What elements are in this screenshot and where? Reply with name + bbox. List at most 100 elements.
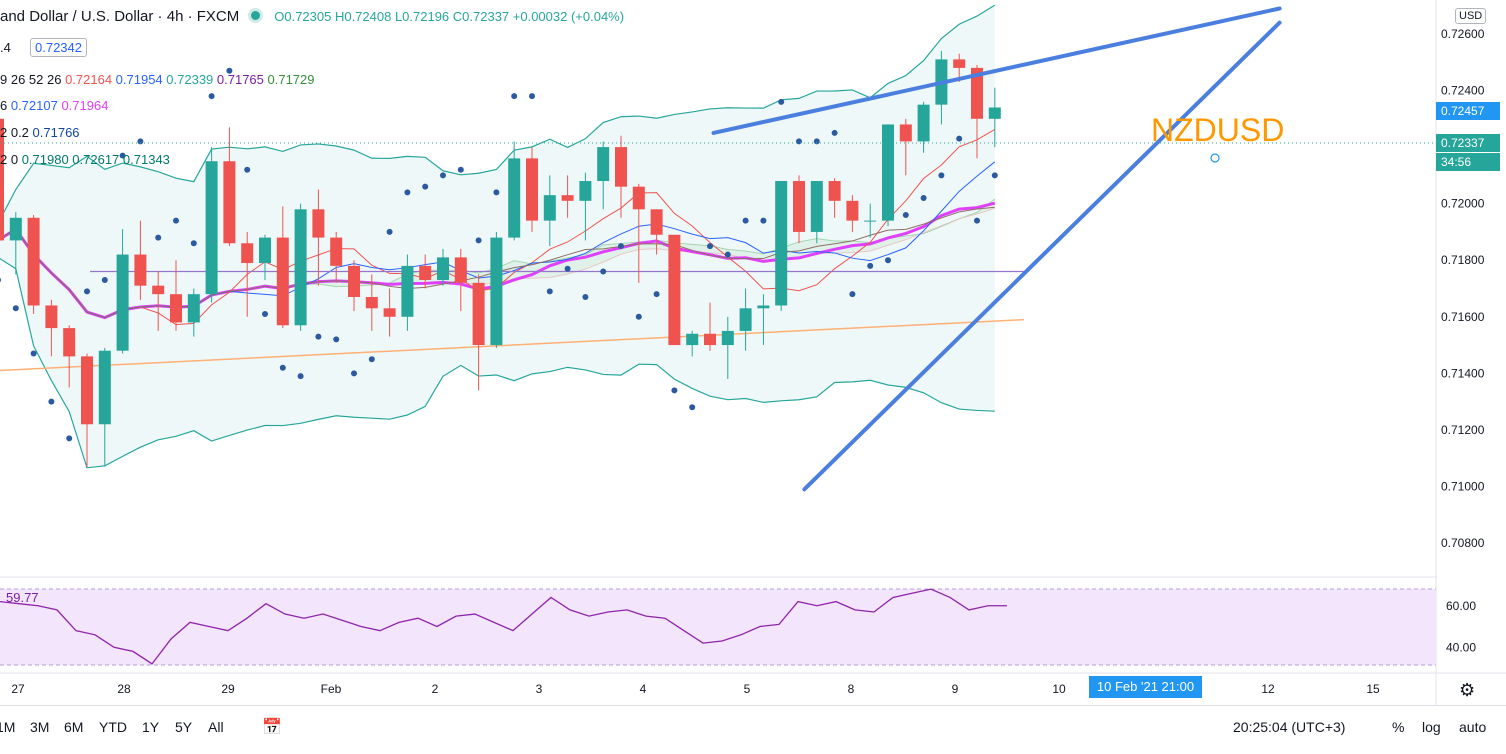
indicator-row[interactable]: 9 26 52 26 0.72164 0.71954 0.72339 0.717…	[0, 72, 315, 87]
calendar-icon[interactable]: 📅	[262, 719, 282, 736]
percent-toggle[interactable]: %	[1392, 719, 1405, 735]
indicator-row[interactable]: 2 0 0.71980 0.72617 0.71343	[0, 152, 170, 167]
psar-dot	[813, 138, 820, 145]
candle-body	[223, 161, 236, 244]
bottom-toolbar: 1M 3M 6M YTD 1Y 5Y All 📅 20:25:04 (UTC+3…	[0, 705, 1506, 754]
indicator-value: 0.71954	[115, 72, 167, 87]
psar-dot	[885, 257, 891, 264]
candle-body	[704, 333, 716, 346]
bb-upper	[0, 4, 996, 221]
chart-area[interactable]: 0.726000.724000.722000.720000.718000.716…	[0, 0, 1506, 705]
ma-orange	[0, 318, 1025, 372]
price-tick-label: 0.71600	[1441, 310, 1485, 324]
rsi-line	[0, 588, 1007, 665]
price-input[interactable]: 0.72342	[30, 38, 87, 57]
candle-body	[882, 124, 894, 221]
indicator-row[interactable]: 2 0.2 0.71766	[0, 125, 80, 140]
auto-toggle[interactable]: auto	[1459, 719, 1487, 735]
candle-body	[472, 282, 485, 346]
indicator-params: 6	[0, 98, 11, 113]
psar-dot	[618, 243, 624, 250]
psar-dot	[101, 277, 108, 284]
candle-body	[846, 200, 859, 221]
indicator-params: 2 0.2	[0, 125, 33, 140]
time-tick-label: 10	[1052, 682, 1066, 696]
price-tag-high: 0.72457	[1436, 102, 1500, 120]
psar-dot	[333, 336, 340, 343]
psar-dot	[546, 288, 553, 295]
clock-readout[interactable]: 20:25:04 (UTC+3)	[1233, 719, 1346, 735]
range-1y[interactable]: 1Y	[142, 719, 160, 735]
psar-dot	[511, 93, 518, 100]
psar-dot	[262, 310, 268, 317]
parabolic-sar	[0, 67, 998, 442]
gear-icon[interactable]: ⚙	[1459, 680, 1476, 700]
candle-body	[0, 118, 4, 241]
price-tick-label: 0.72400	[1441, 84, 1485, 98]
range-all[interactable]: All	[208, 719, 224, 735]
psar-dot	[920, 194, 927, 201]
trendlines[interactable]	[711, 6, 1282, 492]
psar-dot	[582, 293, 589, 300]
psar-dot	[119, 152, 126, 159]
range-1m[interactable]: 1M	[0, 719, 16, 735]
psar-dot	[422, 183, 429, 190]
indicator-row[interactable]: .4	[0, 40, 11, 55]
indicator-value: 0.72617	[72, 152, 123, 167]
psar-dot	[974, 217, 980, 224]
symbol-text-drawing[interactable]: NZDUSD	[1151, 112, 1285, 148]
time-tick-label: 4	[640, 682, 647, 696]
candle-body	[668, 234, 681, 346]
price-tick-label: 0.71800	[1441, 253, 1485, 267]
candle-body	[294, 209, 307, 326]
candle-body	[81, 356, 93, 425]
candle-body	[526, 158, 538, 221]
psar-dot	[190, 240, 197, 247]
candle-body	[241, 243, 254, 264]
candle-body	[650, 209, 663, 235]
rsi-band	[0, 589, 1436, 665]
candle-body	[597, 147, 610, 182]
candle-body	[27, 217, 40, 306]
time-axis[interactable]: 27 28 29 Feb 2 3 4 5 8 9 10 12 15	[11, 682, 1380, 696]
psar-dot	[475, 237, 482, 244]
candle-body	[187, 294, 200, 323]
psar-dot	[137, 138, 144, 145]
time-tick-label: 9	[952, 682, 959, 696]
symbol-title[interactable]: and Dollar / U.S. Dollar · 4h · FXCM	[0, 8, 240, 25]
psar-dot	[689, 404, 696, 411]
range-5y[interactable]: 5Y	[175, 719, 193, 735]
candle-body	[134, 254, 147, 286]
rsi-tick-label: 40.00	[1446, 640, 1476, 654]
drawing-anchor[interactable]	[1210, 153, 1220, 163]
psar-dot	[368, 356, 375, 363]
psar-dot	[707, 243, 713, 250]
indicator-row[interactable]: 6 0.72107 0.71964	[0, 98, 108, 113]
candle-body	[721, 330, 734, 346]
range-3m[interactable]: 3M	[30, 719, 50, 735]
psar-dot	[351, 370, 357, 377]
bollinger-bands	[0, 4, 996, 469]
rsi-series	[0, 588, 1007, 665]
candle-body	[953, 59, 966, 68]
candle-body	[508, 158, 521, 238]
candle-body	[543, 195, 556, 221]
indicator-value: 0.72164	[65, 72, 116, 87]
candle-body	[632, 186, 645, 210]
psar-dot	[956, 135, 963, 142]
indicator-value: 0.71765	[216, 72, 268, 87]
log-toggle[interactable]: log	[1422, 719, 1441, 735]
candle-body	[686, 333, 699, 346]
range-ytd[interactable]: YTD	[99, 719, 127, 735]
indicator-value: 0.71980	[21, 152, 73, 167]
psar-dot	[991, 172, 998, 179]
candle-body	[917, 104, 930, 142]
psar-dot	[457, 166, 464, 173]
indicator-params: 9 26 52 26	[0, 72, 66, 87]
psar-dot	[796, 138, 802, 145]
currency-button[interactable]: USD	[1455, 8, 1487, 24]
range-6m[interactable]: 6M	[64, 719, 84, 735]
candle-body	[490, 237, 503, 346]
indicator-value: 0.71343	[122, 152, 170, 167]
candle-body	[63, 328, 76, 357]
